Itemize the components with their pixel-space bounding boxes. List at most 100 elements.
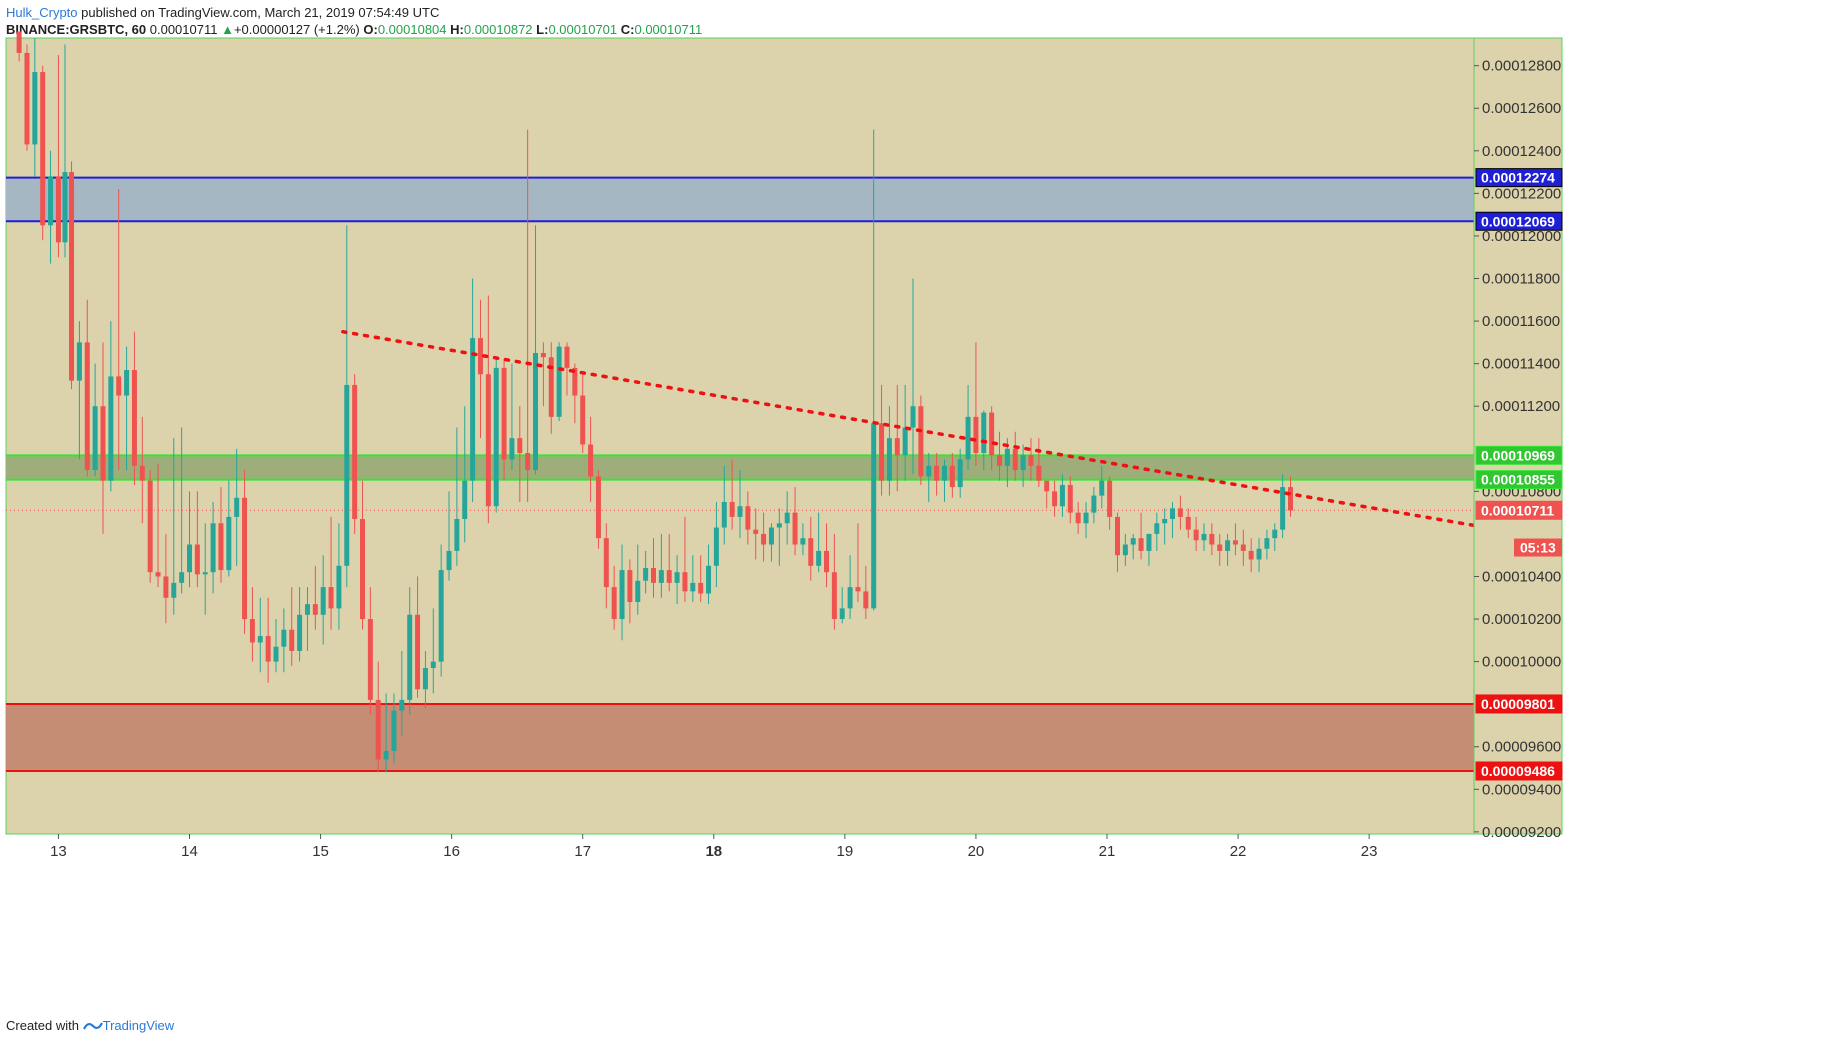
candle bbox=[179, 427, 185, 594]
candle-body bbox=[1012, 448, 1018, 471]
candle bbox=[1272, 523, 1278, 551]
candle bbox=[965, 384, 971, 471]
candle-body bbox=[564, 346, 570, 368]
candle bbox=[1146, 533, 1152, 566]
candle-body bbox=[446, 550, 452, 571]
candle bbox=[564, 342, 570, 396]
candle-body bbox=[839, 608, 845, 620]
candle-body bbox=[477, 338, 483, 375]
candle-body bbox=[501, 367, 507, 460]
candle-body bbox=[1154, 523, 1160, 534]
price-tag: 0.00010969 bbox=[1475, 445, 1563, 465]
candle bbox=[572, 363, 578, 424]
candle-body bbox=[226, 516, 232, 571]
candle bbox=[525, 129, 531, 502]
candle-body bbox=[1209, 533, 1215, 545]
candle-body bbox=[1170, 508, 1176, 520]
candle bbox=[187, 491, 192, 588]
candle-body bbox=[816, 550, 822, 566]
candle bbox=[784, 491, 790, 545]
candle-body bbox=[1107, 480, 1113, 517]
candle bbox=[422, 650, 428, 709]
candle bbox=[540, 342, 546, 407]
candle-body bbox=[1248, 550, 1254, 560]
candle bbox=[713, 501, 719, 588]
candle bbox=[816, 512, 822, 573]
candle bbox=[32, 38, 38, 177]
candle bbox=[1256, 538, 1262, 573]
price-tag-label: 0.00009486 bbox=[1481, 763, 1555, 779]
price-tag-label: 0.00010855 bbox=[1481, 472, 1555, 488]
candle bbox=[533, 225, 539, 475]
candle bbox=[548, 342, 554, 434]
candle-body bbox=[100, 406, 106, 481]
candle bbox=[273, 619, 279, 673]
candle-body bbox=[721, 501, 727, 528]
candle bbox=[1083, 501, 1089, 539]
candle bbox=[706, 544, 712, 605]
candle bbox=[1012, 431, 1018, 481]
trendline[interactable] bbox=[341, 329, 1476, 528]
candle bbox=[415, 576, 421, 698]
candle-body bbox=[910, 406, 916, 428]
candle bbox=[1264, 529, 1270, 560]
candle bbox=[1067, 476, 1073, 524]
candle-body bbox=[603, 538, 609, 588]
candle-body bbox=[768, 527, 774, 545]
candle bbox=[320, 555, 326, 645]
candle-body bbox=[155, 572, 161, 577]
candle-body bbox=[297, 614, 303, 651]
candle-body bbox=[1059, 484, 1065, 507]
candle bbox=[24, 44, 30, 151]
candle-body bbox=[422, 667, 428, 690]
candle-body bbox=[430, 661, 436, 668]
candle bbox=[808, 516, 814, 581]
candle-body bbox=[572, 367, 578, 396]
candle bbox=[40, 65, 46, 241]
candle-body bbox=[934, 465, 940, 481]
candle-body bbox=[470, 338, 476, 481]
published-text: published on TradingView.com, March 21, … bbox=[81, 5, 440, 20]
candle-body bbox=[312, 604, 318, 615]
candle-body bbox=[304, 604, 310, 615]
candle-body bbox=[108, 376, 114, 481]
candle bbox=[1232, 523, 1238, 556]
price-tags: 0.00012274 0.00012069 0.00010969 0.00010855… bbox=[1475, 168, 1563, 781]
candle-body bbox=[1122, 544, 1128, 556]
candle-body bbox=[218, 523, 224, 571]
candle-body bbox=[415, 614, 421, 690]
candle-body bbox=[619, 570, 625, 620]
candle bbox=[918, 395, 924, 485]
candle bbox=[682, 516, 688, 603]
candle bbox=[989, 406, 995, 471]
low-label: L: bbox=[536, 22, 549, 37]
candle bbox=[1052, 480, 1058, 517]
price-tag-label: 0.00009801 bbox=[1481, 696, 1555, 712]
candle bbox=[1138, 512, 1144, 560]
candle-body bbox=[1028, 455, 1034, 466]
candle-body bbox=[147, 480, 153, 573]
candle-body bbox=[658, 570, 664, 583]
candle bbox=[234, 448, 240, 566]
candle bbox=[611, 565, 617, 630]
open-label: O: bbox=[363, 22, 378, 37]
candle-body bbox=[808, 538, 814, 566]
candle-body bbox=[328, 587, 334, 609]
plot-area[interactable] bbox=[5, 37, 1563, 835]
candle-body bbox=[761, 533, 767, 545]
candle bbox=[871, 129, 877, 611]
candle bbox=[1240, 529, 1246, 566]
candle bbox=[383, 693, 389, 773]
candle-body bbox=[556, 346, 562, 417]
candle-body bbox=[1114, 516, 1120, 556]
tradingview-brand[interactable]: TradingView bbox=[102, 1018, 175, 1033]
footer: Created with TradingView bbox=[6, 1018, 174, 1036]
price-tag: 0.00010711 bbox=[1475, 500, 1563, 520]
candle bbox=[1201, 523, 1207, 551]
price-tag: 0.00009486 bbox=[1475, 761, 1563, 781]
candle-body bbox=[635, 580, 641, 603]
candle bbox=[619, 544, 625, 641]
candle bbox=[462, 406, 468, 543]
author-link[interactable]: Hulk_Crypto bbox=[6, 5, 78, 20]
